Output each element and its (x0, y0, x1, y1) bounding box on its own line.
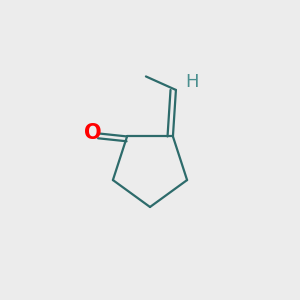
Text: H: H (186, 74, 199, 92)
Text: O: O (84, 123, 102, 143)
